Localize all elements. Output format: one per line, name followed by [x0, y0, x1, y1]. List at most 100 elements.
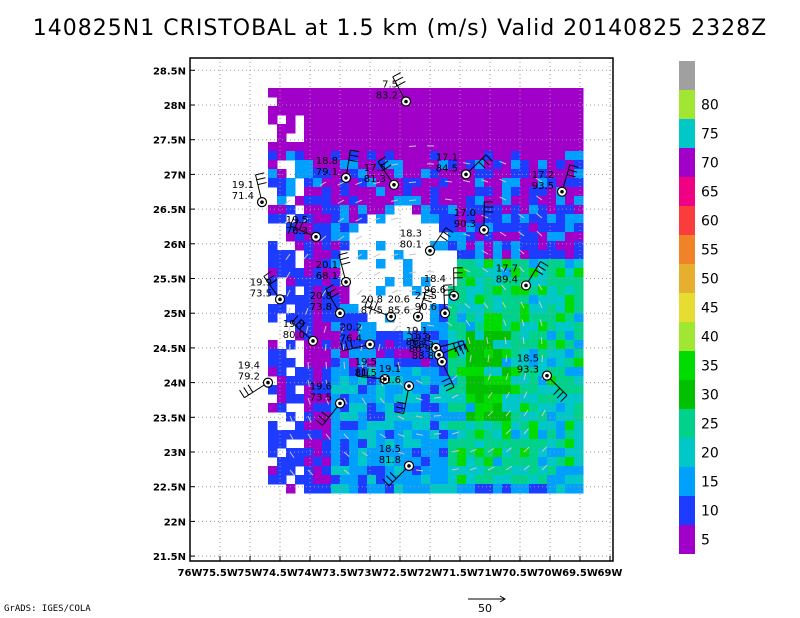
field-cell: [403, 106, 413, 116]
colorbar-swatch: [679, 525, 695, 554]
field-cell: [448, 376, 458, 386]
field-cell: [556, 223, 566, 233]
field-cell: [574, 250, 584, 260]
field-cell: [331, 430, 341, 440]
field-cell: [277, 250, 287, 260]
field-cell: [421, 196, 431, 206]
flow-arrow: [321, 289, 327, 297]
field-cell: [502, 187, 512, 197]
field-cell: [304, 169, 314, 179]
field-cell: [538, 403, 548, 413]
field-cell: [268, 439, 278, 449]
field-cell: [538, 313, 548, 323]
flow-arrow: [355, 181, 363, 186]
field-cell: [484, 187, 494, 197]
field-cell: [475, 385, 485, 395]
field-cell: [547, 448, 557, 458]
field-cell: [502, 430, 512, 440]
field-cell: [286, 268, 296, 278]
field-cell: [394, 385, 404, 395]
field-cell: [448, 133, 458, 143]
field-cell: [574, 151, 584, 161]
station-dot: [545, 373, 549, 378]
flow-arrow: [505, 410, 511, 417]
field-cell: [556, 205, 566, 215]
field-cell: [457, 124, 467, 134]
field-cell: [547, 88, 557, 98]
field-cell: [439, 412, 449, 422]
field-cell: [358, 196, 368, 206]
flow-arrow: [325, 433, 331, 440]
field-cell: [349, 187, 359, 197]
wind-barb-flag: [395, 406, 405, 410]
field-cell: [421, 205, 431, 215]
field-cell: [457, 277, 467, 287]
field-cell: [331, 349, 341, 359]
flow-arrow: [343, 469, 350, 475]
field-cell: [475, 277, 485, 287]
field-cell: [484, 304, 494, 314]
field-cell: [304, 277, 314, 287]
field-cell: [304, 367, 314, 377]
field-cell: [304, 295, 314, 305]
wind-barb-flag: [256, 177, 266, 181]
field-cell: [466, 475, 476, 485]
station-dot: [278, 297, 282, 302]
station-value-top: 20.1: [316, 260, 338, 271]
field-cell: [556, 412, 566, 422]
field-cell: [394, 88, 404, 98]
field-cell: [565, 313, 575, 323]
wind-barb-flag: [443, 382, 453, 387]
field-cell: [475, 106, 485, 116]
field-cell: [475, 259, 485, 269]
field-cell: [376, 385, 386, 395]
field-cell: [286, 340, 296, 350]
field-cell: [574, 133, 584, 143]
field-cell: [286, 376, 296, 386]
field-cell: [349, 448, 359, 458]
wind-barb-flag: [318, 415, 326, 422]
field-cell: [286, 106, 296, 116]
field-cell: [457, 187, 467, 197]
wind-barb-flag: [321, 411, 330, 418]
field-cell: [529, 232, 539, 242]
field-cell: [574, 295, 584, 305]
field-cell: [331, 448, 341, 458]
field-cell: [547, 232, 557, 242]
lon-tick-label: 76W: [178, 568, 203, 579]
colorbar-swatch: [679, 90, 695, 119]
field-cell: [484, 241, 494, 251]
field-cell: [466, 106, 476, 116]
field-cell: [358, 376, 368, 386]
flow-arrow: [536, 195, 543, 201]
field-cell: [421, 376, 431, 386]
field-cell: [430, 466, 440, 476]
field-cell: [547, 205, 557, 215]
field-cell: [520, 196, 530, 206]
field-cell: [538, 196, 548, 206]
field-cell: [484, 259, 494, 269]
station-value-bottom: 76.4: [340, 333, 362, 344]
field-cell: [430, 358, 440, 368]
field-cell: [493, 241, 503, 251]
field-cell: [394, 466, 404, 476]
field-cell: [286, 484, 296, 494]
field-cell: [493, 322, 503, 332]
field-cell: [493, 160, 503, 170]
colorbar-swatch: [679, 351, 695, 380]
field-cell: [313, 457, 323, 467]
field-cell: [412, 403, 422, 413]
field-cell: [493, 295, 503, 305]
field-cell: [529, 475, 539, 485]
field-cell: [385, 412, 395, 422]
field-cell: [340, 286, 350, 296]
flow-arrow: [499, 178, 507, 183]
field-cell: [520, 232, 530, 242]
field-cell: [475, 484, 485, 494]
wind-barb-flag: [348, 159, 358, 162]
field-cell: [457, 178, 467, 188]
field-cell: [439, 178, 449, 188]
colorbar-label: 65: [701, 185, 719, 201]
flow-arrow: [288, 343, 291, 352]
field-cell: [556, 106, 566, 116]
